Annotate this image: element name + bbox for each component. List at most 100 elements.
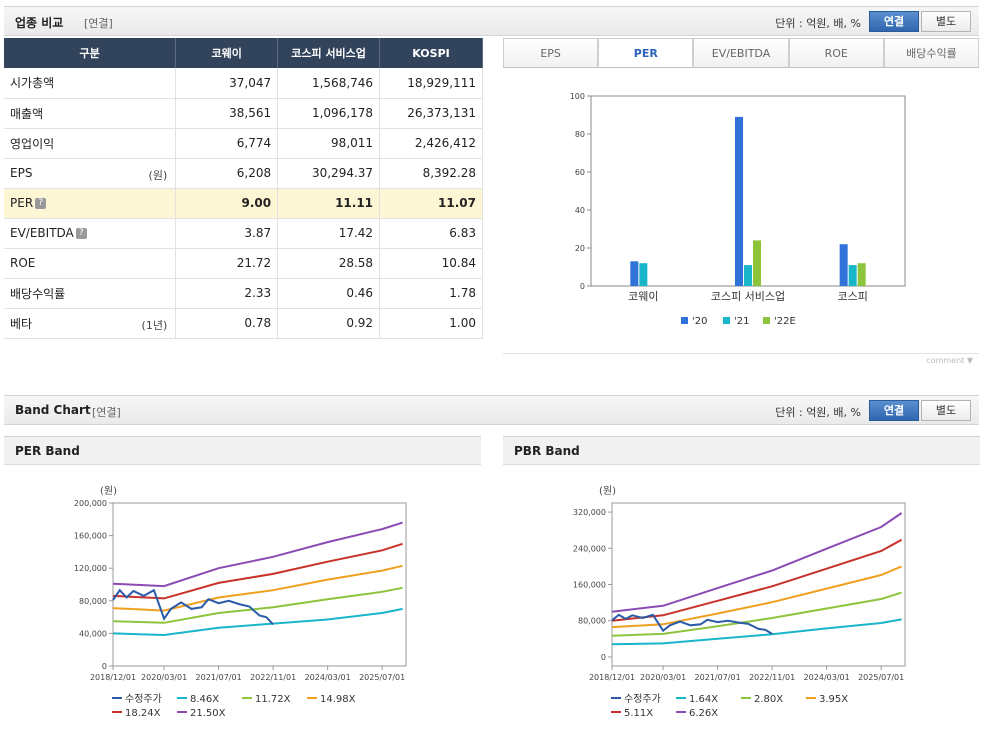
band-header: Band Chart [연결] 단위 : 억원, 배, % 연결 별도 (4, 395, 979, 425)
metric-tabs: EPS PER EV/EBITDA ROE 배당수익률 (503, 38, 980, 68)
per-band-title: PER Band (4, 437, 481, 465)
help-icon[interactable]: ? (35, 198, 47, 209)
y-axis-unit: (원) (599, 485, 616, 497)
legend-label: 11.72X (255, 694, 291, 705)
row-label: 매출액 (4, 98, 177, 129)
bar (744, 265, 752, 286)
pbr-band-panel: PBR Band (원) 0 80,000 160,000 240,000 320,000… (503, 436, 980, 736)
legend-label: 3.95X (819, 694, 848, 705)
row-value: 9.00 (175, 188, 279, 219)
row-label-text: PER (10, 196, 34, 210)
row-value: 8,392.28 (379, 158, 483, 189)
row-value: 21.72 (175, 248, 279, 279)
band-plot-frame (112, 502, 407, 667)
row-value: 0.78 (175, 308, 279, 339)
row-value: 3.87 (175, 218, 279, 249)
bar (839, 244, 848, 286)
y-tick-label: 200,000 (74, 499, 107, 508)
y-tick-label: 320,000 (573, 508, 606, 517)
row-label: EPS (원) (4, 158, 177, 189)
x-tick-label: 2020/03/01 (640, 673, 686, 682)
legend-label: '22E (774, 316, 796, 327)
legend-label: 수정주가 (624, 693, 661, 705)
bar (735, 116, 743, 287)
separate-toggle[interactable]: 별도 (921, 11, 971, 32)
compare-header: 업종 비교 [연결] 단위 : 억원, 배, % 연결 별도 (4, 6, 979, 36)
table-row: 시가총액 37,047 1,568,746 18,929,111 (4, 68, 483, 99)
per-band-chart: (원) 0 40,000 80,000 120,000 160,000 200,000 201… (74, 485, 407, 719)
pbr-band-chart: (원) 0 80,000 160,000 240,000 320,000 2018/12/0… (573, 485, 906, 719)
row-label-text: ROE (10, 256, 36, 270)
band-line (112, 521, 403, 588)
row-value: 1.78 (379, 278, 483, 309)
x-tick-label: 2025/07/01 (359, 673, 405, 682)
row-label-text: 시가총액 (10, 76, 55, 91)
tab-roe[interactable]: ROE (788, 38, 884, 67)
table-row: 베타 (1년) 0.78 0.92 1.00 (4, 308, 483, 339)
x-tick-label: 2022/11/01 (250, 673, 296, 682)
table-row: EPS (원) 6,208 30,294.37 8,392.28 (4, 158, 483, 189)
row-value: 2,426,412 (379, 128, 483, 159)
header-category: 구분 (4, 38, 177, 68)
band-line (611, 538, 903, 622)
tab-eps[interactable]: EPS (503, 38, 599, 67)
tab-ev-ebitda[interactable]: EV/EBITDA (693, 38, 789, 67)
y-tick-label: 60 (575, 168, 585, 177)
band-line (611, 512, 903, 613)
pbr-band-title: PBR Band (503, 437, 980, 465)
y-tick-label: 80 (575, 130, 585, 139)
band-consolidated-toggle[interactable]: 연결 (869, 400, 919, 421)
row-value: 6,774 (175, 128, 279, 159)
row-value: 2.33 (175, 278, 279, 309)
table-header-row: 구분 코웨이 코스피 서비스업 KOSPI (4, 38, 483, 68)
help-icon[interactable]: ? (75, 228, 87, 239)
row-value: 6,208 (175, 158, 279, 189)
y-tick-label: 40,000 (79, 629, 107, 638)
row-label-text: 매출액 (10, 106, 44, 121)
row-label: ROE (4, 248, 177, 279)
compare-subtitle: [연결] (84, 17, 113, 30)
row-label: PER? (4, 188, 177, 219)
row-unit: (원) (148, 168, 168, 182)
compare-title: 업종 비교 (15, 16, 64, 30)
band-line (112, 586, 403, 624)
tab-per[interactable]: PER (598, 38, 694, 67)
row-label-text: EV/EBITDA (10, 226, 74, 240)
legend-label: 2.80X (754, 694, 783, 705)
x-tick-label: 2020/03/01 (141, 673, 187, 682)
header-sector: 코스피 서비스업 (277, 38, 381, 68)
x-tick-label: 2022/11/01 (749, 673, 795, 682)
comment-toggle[interactable]: comment ▼ (926, 356, 973, 365)
y-tick-label: 100 (570, 92, 585, 101)
row-label: 영업이익 (4, 128, 177, 159)
x-category-label: 코웨이 (628, 290, 658, 303)
legend-label: 21.50X (190, 708, 226, 719)
row-label-text: 영업이익 (10, 136, 55, 151)
table-row: ROE 21.72 28.58 10.84 (4, 248, 483, 279)
y-tick-label: 120,000 (74, 564, 107, 573)
row-value: 10.84 (379, 248, 483, 279)
legend-swatch (763, 317, 770, 324)
tab--[interactable]: 배당수익률 (883, 38, 980, 67)
legend-label: 1.64X (689, 694, 718, 705)
table-row: EV/EBITDA? 3.87 17.42 6.83 (4, 218, 483, 249)
row-value: 6.83 (379, 218, 483, 249)
compare-unit: 단위 : 억원, 배, % (775, 17, 861, 30)
band-separate-toggle[interactable]: 별도 (921, 400, 971, 421)
band-line (611, 591, 902, 637)
band-line (112, 542, 403, 600)
band-line (611, 613, 773, 635)
x-tick-label: 2021/07/01 (695, 673, 741, 682)
legend-label: 5.11X (624, 708, 653, 719)
comparison-table: 구분 코웨이 코스피 서비스업 KOSPI 시가총액 37,047 1,568,74… (4, 38, 483, 339)
row-label: 배당수익률 (4, 278, 177, 309)
consolidated-toggle[interactable]: 연결 (869, 11, 919, 32)
x-tick-label: 2025/07/01 (858, 673, 904, 682)
row-value: 11.07 (379, 188, 483, 219)
legend-label: 8.46X (190, 694, 219, 705)
x-tick-label: 2024/03/01 (305, 673, 351, 682)
x-tick-label: 2018/12/01 (90, 673, 136, 682)
table-row: 영업이익 6,774 98,011 2,426,412 (4, 128, 483, 159)
bar (630, 261, 639, 286)
legend-label: 18.24X (125, 708, 161, 719)
